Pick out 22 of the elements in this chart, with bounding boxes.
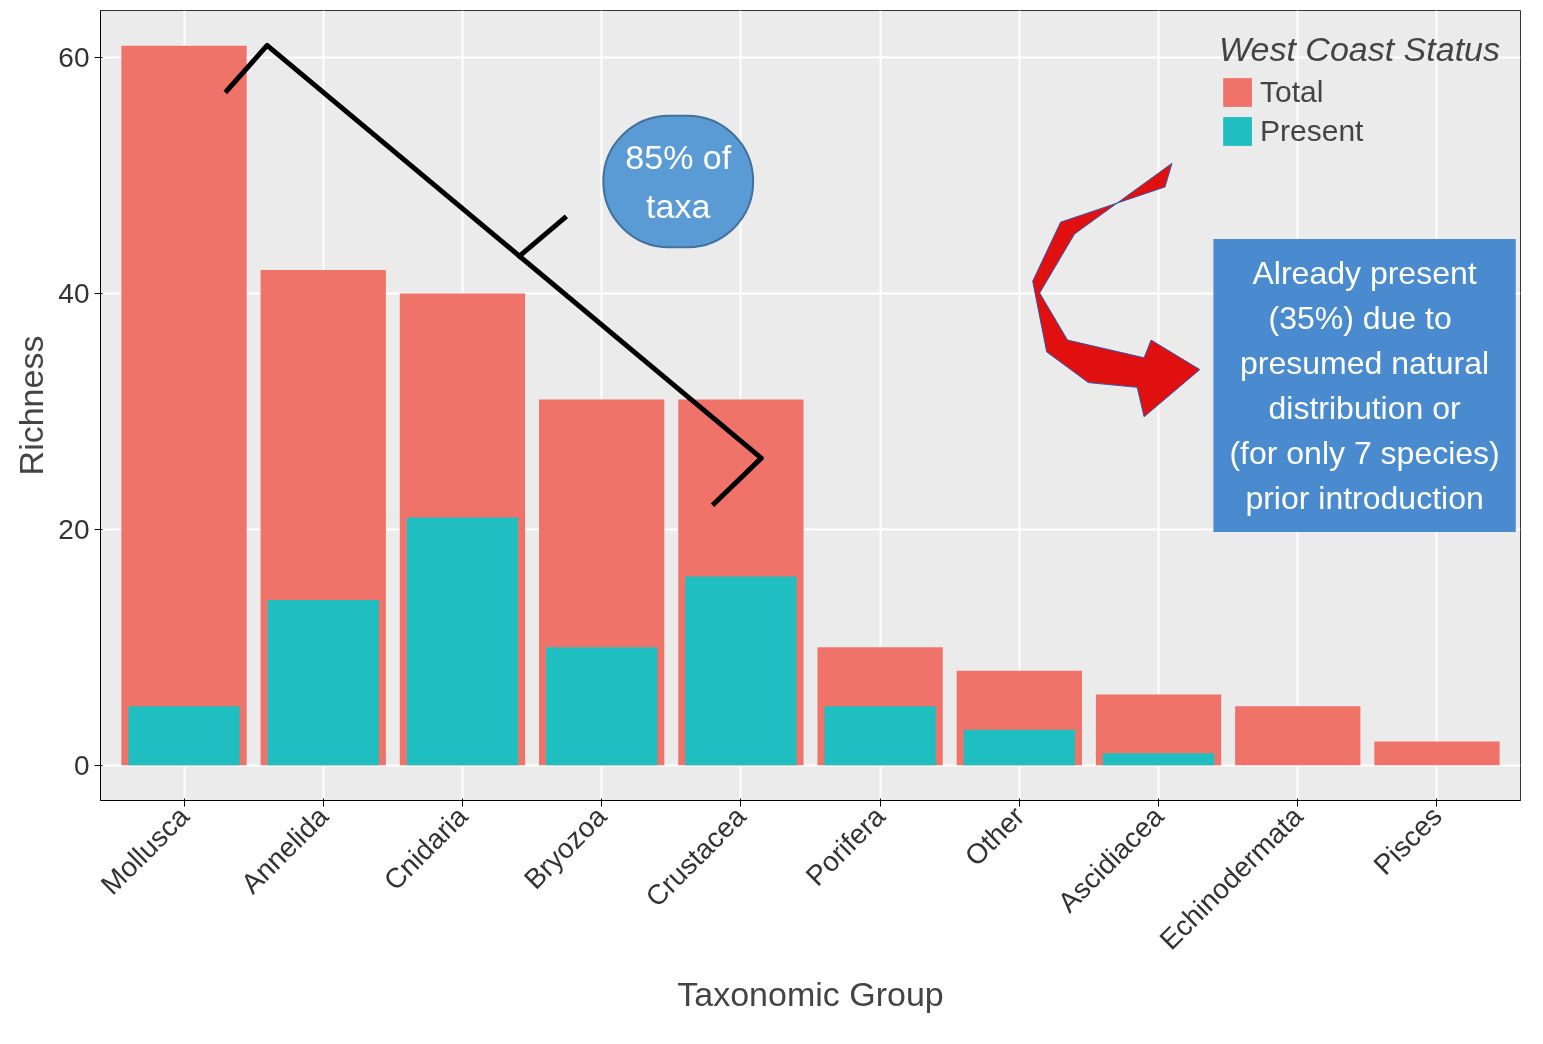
bar [685,576,797,766]
bar [824,706,936,766]
legend-label: Present [1260,114,1364,148]
x-axis-title: Taxonomic Group [677,974,944,1013]
y-tick-label: 0 [73,749,90,781]
bar [1102,753,1215,766]
legend-label: Total [1260,75,1324,109]
bar [1374,741,1500,766]
bar [963,729,1076,766]
y-tick-label: 20 [58,513,90,545]
bar [121,45,247,766]
bar [545,647,658,766]
bar [267,600,379,766]
annotation: 85% of taxa [625,137,732,226]
y-axis-title: Richness [12,335,51,476]
y-tick-label: 60 [58,42,90,74]
annotation: Already present (35%) due to presumed natural distribution or (for only 7 species) prior introduction [1229,254,1500,516]
bar [1235,706,1361,766]
y-tick-label: 40 [58,277,90,309]
bar [406,517,519,766]
legend-title: West Coast Status [1219,30,1500,69]
bar [128,706,240,766]
